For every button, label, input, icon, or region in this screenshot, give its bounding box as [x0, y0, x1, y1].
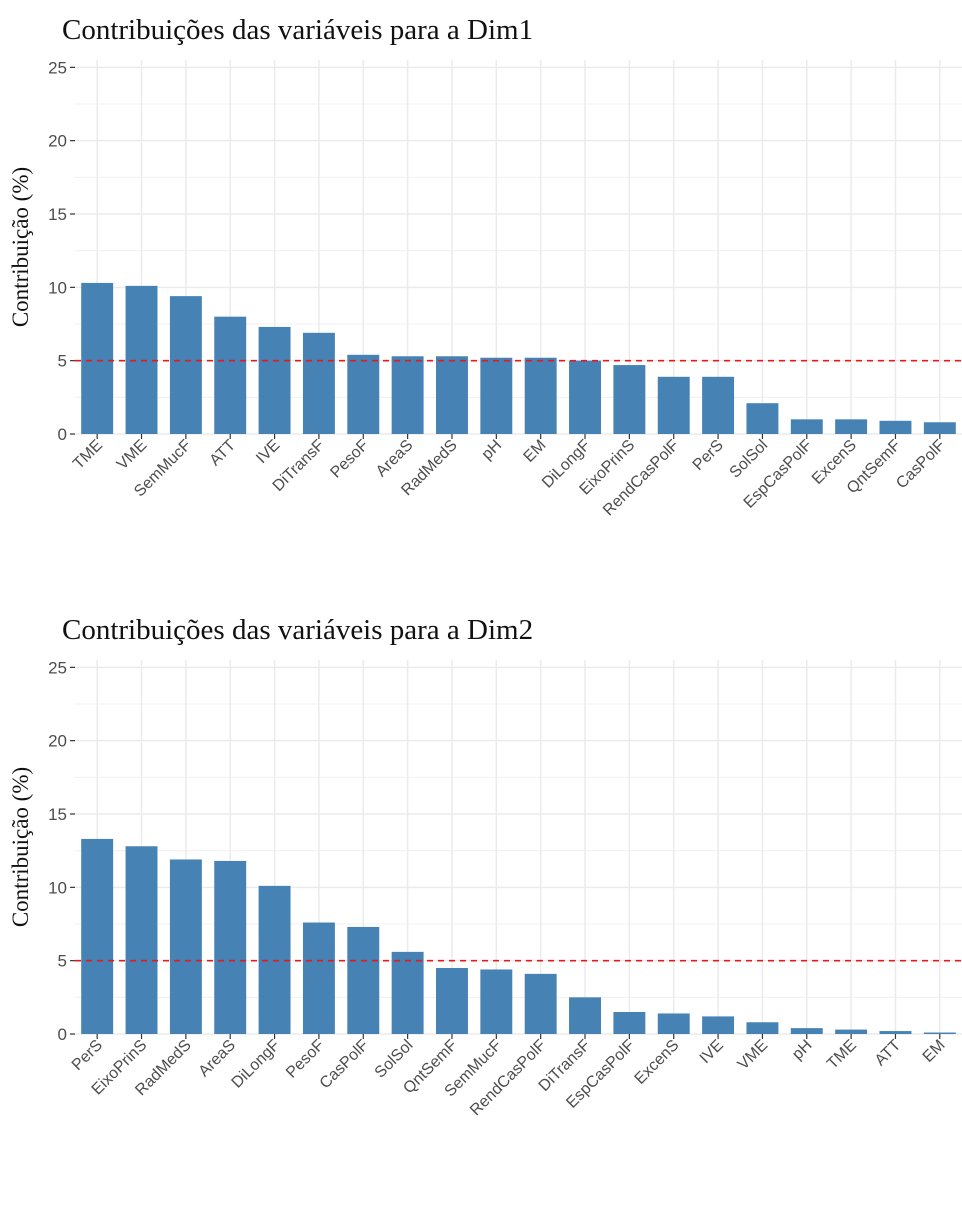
y-tick-label: 15	[48, 805, 67, 824]
y-tick-label: 5	[58, 952, 67, 971]
bar	[657, 1013, 690, 1034]
bar	[702, 1016, 735, 1034]
x-tick-label: pH	[789, 1037, 815, 1063]
bar	[923, 1032, 956, 1034]
bar	[302, 922, 335, 1034]
x-tick-label: ATT	[207, 437, 240, 470]
chart-dim1: Contribuições das variáveis para a Dim1 …	[0, 0, 962, 580]
y-tick-label: 25	[48, 660, 67, 677]
plot-panel	[75, 60, 962, 434]
x-tick-label: RendCasPolF	[600, 437, 683, 520]
bar	[879, 1031, 912, 1034]
bar	[746, 1022, 779, 1034]
plot-panel	[75, 660, 962, 1034]
chart-title: Contribuições das variáveis para a Dim1	[62, 14, 534, 46]
bar	[480, 357, 513, 434]
bar	[214, 316, 247, 434]
x-tick-label: TME	[824, 1037, 860, 1073]
bar	[613, 365, 646, 434]
bar	[923, 422, 956, 434]
bar	[391, 356, 424, 434]
bar	[169, 296, 202, 434]
x-tick-label: IVE	[697, 1037, 727, 1067]
chart-title: Contribuições das variáveis para a Dim2	[62, 614, 534, 646]
x-tick-label: pH	[479, 437, 505, 463]
bar	[258, 326, 291, 434]
y-tick-label: 15	[48, 205, 67, 224]
x-tick-label: PesoF	[327, 437, 372, 482]
y-tick-label: 25	[48, 60, 67, 77]
x-tick-label: TME	[70, 437, 106, 473]
x-tick-label: IVE	[253, 437, 283, 467]
x-tick-label: AreaS	[373, 437, 416, 480]
bar	[790, 419, 823, 434]
bar	[391, 951, 424, 1034]
x-tick-label: EM	[920, 1037, 949, 1066]
x-tick-label: CasPolF	[893, 437, 949, 493]
y-axis-title: Contribuição (%)	[8, 167, 33, 327]
x-tick-label: PerS	[69, 1037, 106, 1074]
bar	[657, 376, 690, 434]
x-tick-label: ExcenS	[632, 1037, 683, 1088]
bar	[524, 357, 557, 434]
bar	[302, 332, 335, 434]
bar	[214, 860, 247, 1034]
bar	[436, 356, 468, 434]
bar	[702, 376, 735, 434]
bar	[746, 403, 779, 434]
bar	[790, 1028, 823, 1034]
x-tick-label: PerS	[690, 437, 727, 474]
bar	[613, 1012, 646, 1034]
bar	[480, 969, 513, 1034]
x-tick-label: RendCasPolF	[467, 1037, 550, 1120]
bar	[347, 354, 380, 434]
bar	[835, 1029, 868, 1034]
bar	[524, 973, 557, 1034]
x-tick-label: ATT	[872, 1037, 905, 1070]
x-tick-label: DiLongF	[229, 1037, 284, 1092]
bar	[835, 419, 868, 434]
x-tick-label: EM	[521, 437, 550, 466]
bar	[125, 846, 158, 1034]
x-tick-label: CasPolF	[317, 1037, 373, 1093]
y-tick-label: 5	[58, 352, 67, 371]
y-tick-label: 0	[58, 1025, 67, 1044]
x-tick-label: VME	[735, 1037, 772, 1074]
y-tick-label: 20	[48, 732, 67, 751]
chart-dim2: Contribuições das variáveis para a Dim2 …	[0, 600, 962, 1158]
bar	[879, 420, 912, 434]
bar	[81, 282, 114, 434]
x-tick-label: VME	[114, 437, 151, 474]
y-tick-label: 10	[48, 278, 67, 297]
bar	[569, 997, 601, 1034]
y-axis-title: Contribuição (%)	[8, 767, 33, 927]
bar	[347, 926, 380, 1034]
y-tick-label: 10	[48, 878, 67, 897]
bar	[569, 360, 601, 434]
y-tick-label: 0	[58, 425, 67, 444]
bar	[81, 838, 114, 1034]
x-tick-label: AreaS	[196, 1037, 239, 1080]
bar	[436, 968, 468, 1034]
bar	[169, 859, 202, 1034]
y-tick-label: 20	[48, 132, 67, 151]
